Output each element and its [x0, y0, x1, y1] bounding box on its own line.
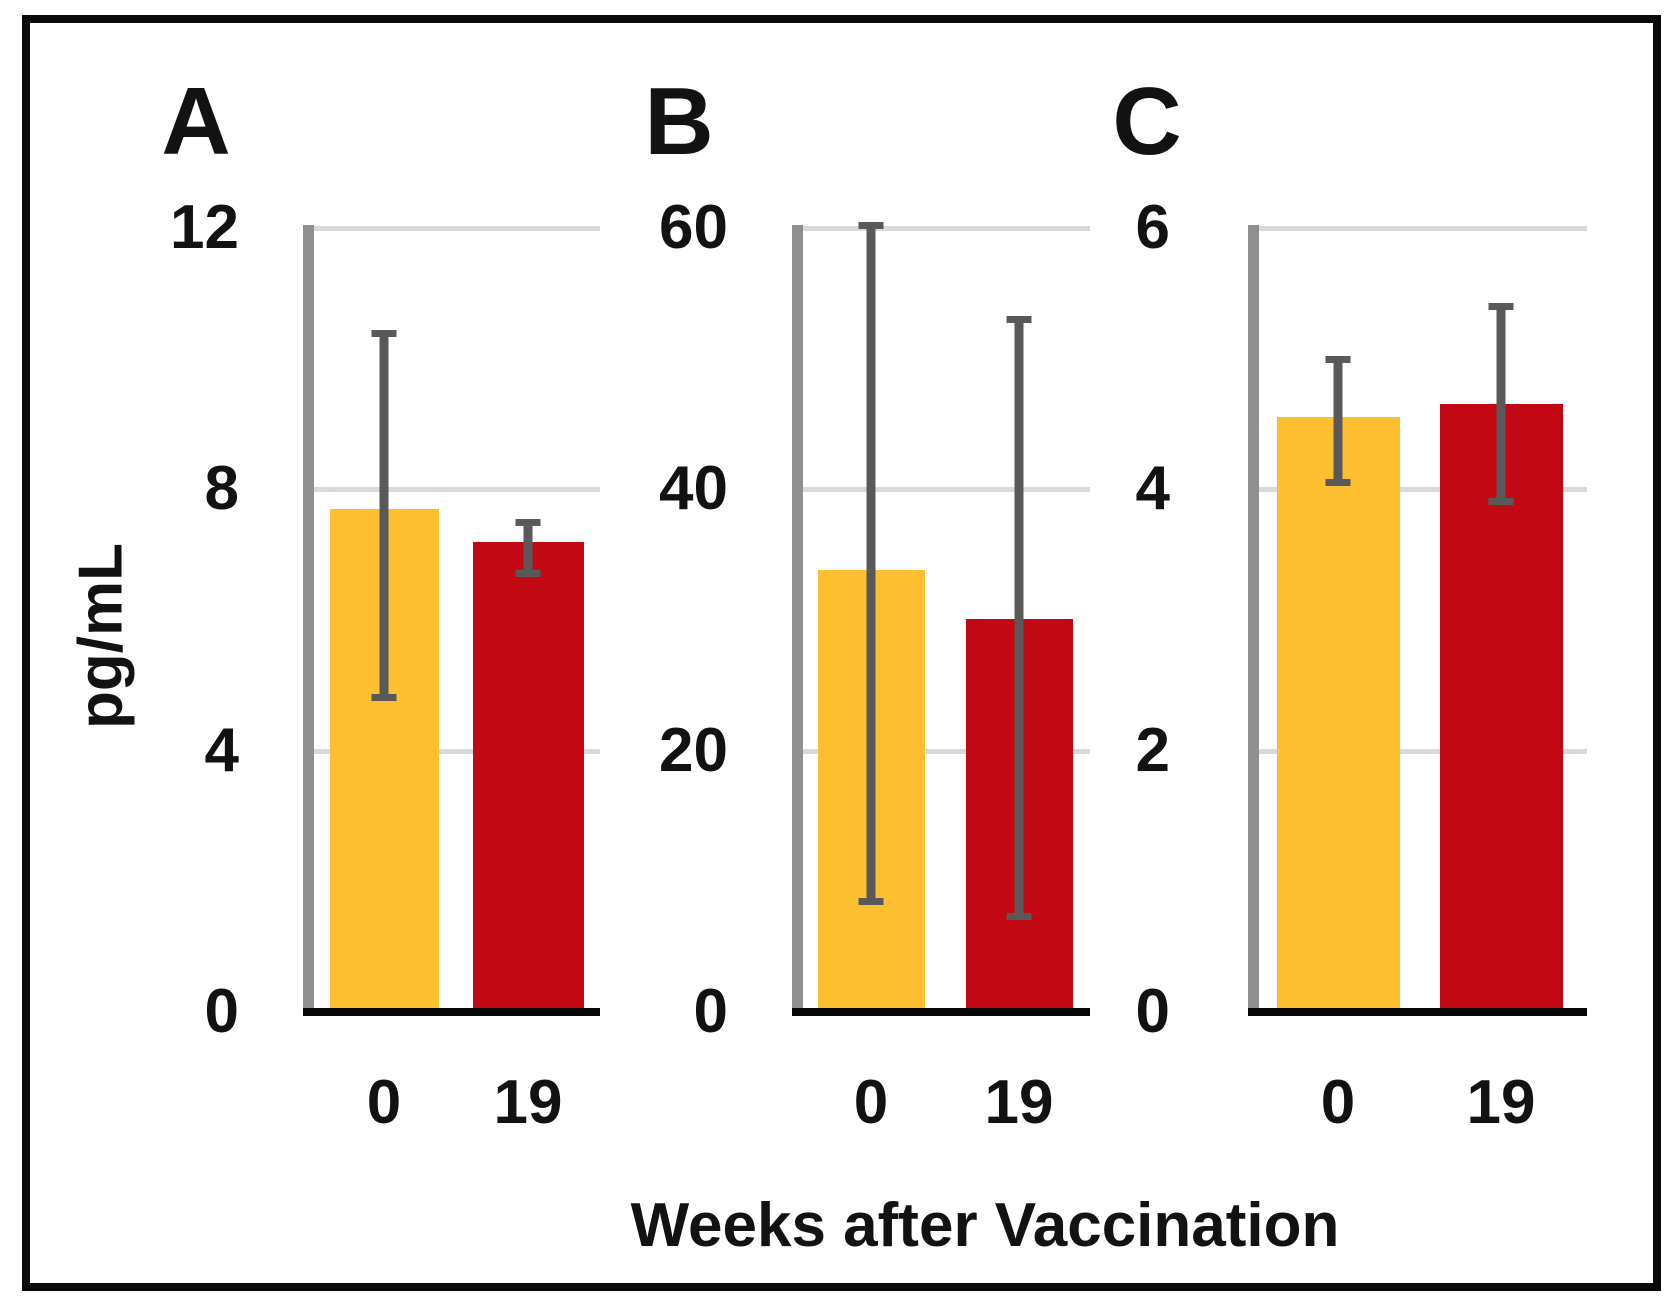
x-axis-title: Weeks after Vaccination — [630, 1191, 1340, 1260]
bar-A-week-19 — [472, 541, 584, 1012]
error-bar-cap-bottom-C-week-0 — [1325, 478, 1351, 486]
error-bar-A-week-19 — [523, 522, 533, 575]
error-bar-C-week-0 — [1333, 358, 1343, 483]
y-tick-label-C-0: 0 — [1135, 977, 1170, 1046]
error-bar-cap-top-A-week-0 — [371, 329, 397, 337]
error-bar-cap-top-C-week-0 — [1325, 355, 1351, 363]
error-bar-cap-top-B-week-19 — [1006, 316, 1032, 324]
y-tick-label-B-40: 40 — [659, 454, 728, 524]
bar-C-week-19 — [1439, 404, 1563, 1012]
x-tick-label-B-0: 0 — [853, 1068, 889, 1137]
gridline-C-4 — [1248, 487, 1587, 493]
x-tick-label-B-19: 19 — [984, 1068, 1054, 1137]
gridline-A-4 — [303, 748, 600, 754]
y-axis-title: pg/mL — [66, 543, 136, 729]
y-tick-label-C-6: 6 — [1135, 193, 1170, 262]
x-tick-label-C-19: 19 — [1466, 1068, 1536, 1137]
y-axis-line-A — [303, 225, 314, 1012]
error-bar-B-week-19 — [1014, 319, 1024, 917]
x-axis-line-C — [1248, 1008, 1587, 1016]
y-tick-label-A-8: 8 — [204, 454, 239, 524]
gridline-C-6 — [1248, 226, 1587, 231]
y-tick-label-A-4: 4 — [204, 715, 239, 785]
gridline-C-2 — [1248, 748, 1587, 754]
panel-letter-A: A — [161, 68, 231, 175]
error-bar-A-week-0 — [379, 332, 389, 699]
error-bar-B-week-0 — [866, 225, 876, 903]
y-axis-line-B — [792, 225, 803, 1012]
bar-C-week-0 — [1276, 417, 1400, 1012]
error-bar-cap-bottom-A-week-19 — [515, 570, 541, 578]
gridline-B-40 — [792, 487, 1090, 493]
x-axis-line-B — [792, 1008, 1090, 1016]
y-tick-label-C-2: 2 — [1135, 715, 1170, 785]
error-bar-cap-bottom-C-week-19 — [1488, 498, 1514, 506]
panel-letter-B: B — [644, 68, 714, 175]
y-tick-label-B-60: 60 — [659, 193, 728, 262]
error-bar-cap-top-B-week-0 — [858, 222, 884, 230]
error-bar-cap-top-A-week-19 — [515, 519, 541, 526]
panel-letter-C: C — [1112, 68, 1182, 175]
x-axis-line-A — [303, 1008, 600, 1016]
y-axis-line-C — [1248, 225, 1259, 1012]
x-tick-label-A-19: 19 — [493, 1068, 563, 1137]
gridline-B-60 — [792, 226, 1090, 231]
y-tick-label-B-0: 0 — [693, 977, 728, 1046]
gridline-A-8 — [303, 487, 600, 493]
error-bar-cap-bottom-B-week-19 — [1006, 912, 1032, 920]
y-tick-label-B-20: 20 — [659, 715, 728, 785]
x-tick-label-A-0: 0 — [366, 1068, 402, 1137]
gridline-A-12 — [303, 226, 600, 231]
gridline-B-20 — [792, 748, 1090, 754]
error-bar-cap-bottom-A-week-0 — [371, 694, 397, 702]
y-tick-label-A-0: 0 — [204, 977, 239, 1046]
y-tick-label-C-4: 4 — [1135, 454, 1170, 524]
error-bar-cap-bottom-B-week-0 — [858, 898, 884, 906]
x-tick-label-C-0: 0 — [1320, 1068, 1356, 1137]
error-bar-C-week-19 — [1496, 306, 1506, 503]
error-bar-cap-top-C-week-19 — [1488, 303, 1514, 311]
y-tick-label-A-12: 12 — [170, 193, 239, 262]
